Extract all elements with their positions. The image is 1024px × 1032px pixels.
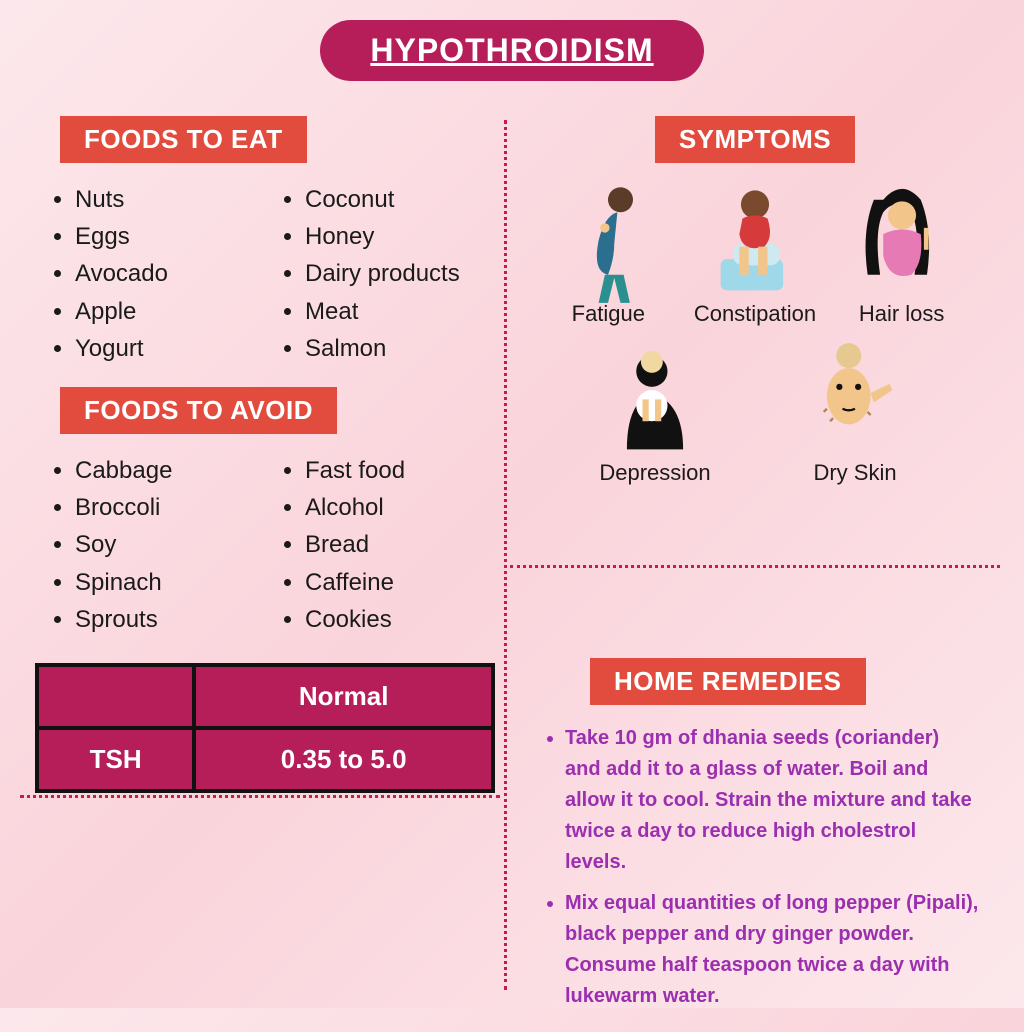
list-item: Meat xyxy=(305,293,490,330)
tsh-blank-header xyxy=(39,667,192,726)
tsh-normal-header: Normal xyxy=(196,667,491,726)
foods-eat-col2: Coconut Honey Dairy products Meat Salmon xyxy=(270,181,490,367)
symptom-constipation: Constipation xyxy=(685,193,825,327)
list-item: Soy xyxy=(75,526,260,563)
list-item: Yogurt xyxy=(75,330,260,367)
symptoms-heading: SYMPTOMS xyxy=(655,116,855,163)
list-item: Eggs xyxy=(75,218,260,255)
symptom-dryskin: Dry Skin xyxy=(785,352,925,486)
remedies-list: Take 10 gm of dhania seeds (coriander) a… xyxy=(530,723,980,1012)
symptom-label: Hair loss xyxy=(859,301,945,327)
symptom-depression: Depression xyxy=(585,352,725,486)
foods-section: FOODS TO EAT Nuts Eggs Avocado Apple Yog… xyxy=(20,106,510,648)
symptom-hairloss: Hair loss xyxy=(832,193,972,327)
foods-avoid-heading: FOODS TO AVOID xyxy=(60,387,337,434)
list-item: Dairy products xyxy=(305,255,490,292)
list-item: Broccoli xyxy=(75,489,260,526)
list-item: Apple xyxy=(75,293,260,330)
page-title: HYPOTHROIDISM xyxy=(320,20,703,81)
tsh-table: Normal TSH 0.35 to 5.0 xyxy=(35,663,495,793)
list-item: Cookies xyxy=(305,601,490,638)
symptoms-row-2: Depression Dry Skin xyxy=(535,352,975,486)
list-item: Coconut xyxy=(305,181,490,218)
tsh-value: 0.35 to 5.0 xyxy=(196,730,491,789)
list-item: Alcohol xyxy=(305,489,490,526)
depression-icon xyxy=(605,352,705,452)
list-item: Spinach xyxy=(75,564,260,601)
foods-avoid-columns: Cabbage Broccoli Soy Spinach Sprouts Fas… xyxy=(40,452,490,638)
fatigue-icon xyxy=(558,193,658,293)
list-item: Sprouts xyxy=(75,601,260,638)
symptom-fatigue: Fatigue xyxy=(538,193,678,327)
symptoms-section: SYMPTOMS Fatigue Constipation Hair loss xyxy=(510,106,1000,648)
list-item: Cabbage xyxy=(75,452,260,489)
list-item: Salmon xyxy=(305,330,490,367)
foods-eat-heading: FOODS TO EAT xyxy=(60,116,307,163)
tsh-section: Normal TSH 0.35 to 5.0 xyxy=(20,648,510,1032)
symptoms-row-1: Fatigue Constipation Hair loss xyxy=(535,193,975,327)
dryskin-icon xyxy=(805,352,905,452)
tsh-row-label: TSH xyxy=(39,730,192,789)
list-item: Mix equal quantities of long pepper (Pip… xyxy=(565,888,980,1012)
list-item: Fast food xyxy=(305,452,490,489)
symptom-label: Depression xyxy=(599,460,710,486)
foods-avoid-col1: Cabbage Broccoli Soy Spinach Sprouts xyxy=(40,452,260,638)
list-item: Take 10 gm of dhania seeds (coriander) a… xyxy=(565,723,980,878)
list-item: Bread xyxy=(305,526,490,563)
hairloss-icon xyxy=(852,193,952,293)
remedies-section: HOME REMEDIES Take 10 gm of dhania seeds… xyxy=(510,648,1000,1032)
foods-eat-col1: Nuts Eggs Avocado Apple Yogurt xyxy=(40,181,260,367)
foods-avoid-col2: Fast food Alcohol Bread Caffeine Cookies xyxy=(270,452,490,638)
list-item: Honey xyxy=(305,218,490,255)
symptom-label: Constipation xyxy=(694,301,816,327)
list-item: Nuts xyxy=(75,181,260,218)
symptom-label: Dry Skin xyxy=(813,460,896,486)
list-item: Avocado xyxy=(75,255,260,292)
remedies-heading: HOME REMEDIES xyxy=(590,658,866,705)
symptom-label: Fatigue xyxy=(572,301,645,327)
list-item: Caffeine xyxy=(305,564,490,601)
content-grid: FOODS TO EAT Nuts Eggs Avocado Apple Yog… xyxy=(0,106,1024,1032)
constipation-icon xyxy=(705,193,805,293)
foods-eat-columns: Nuts Eggs Avocado Apple Yogurt Coconut H… xyxy=(40,181,490,367)
